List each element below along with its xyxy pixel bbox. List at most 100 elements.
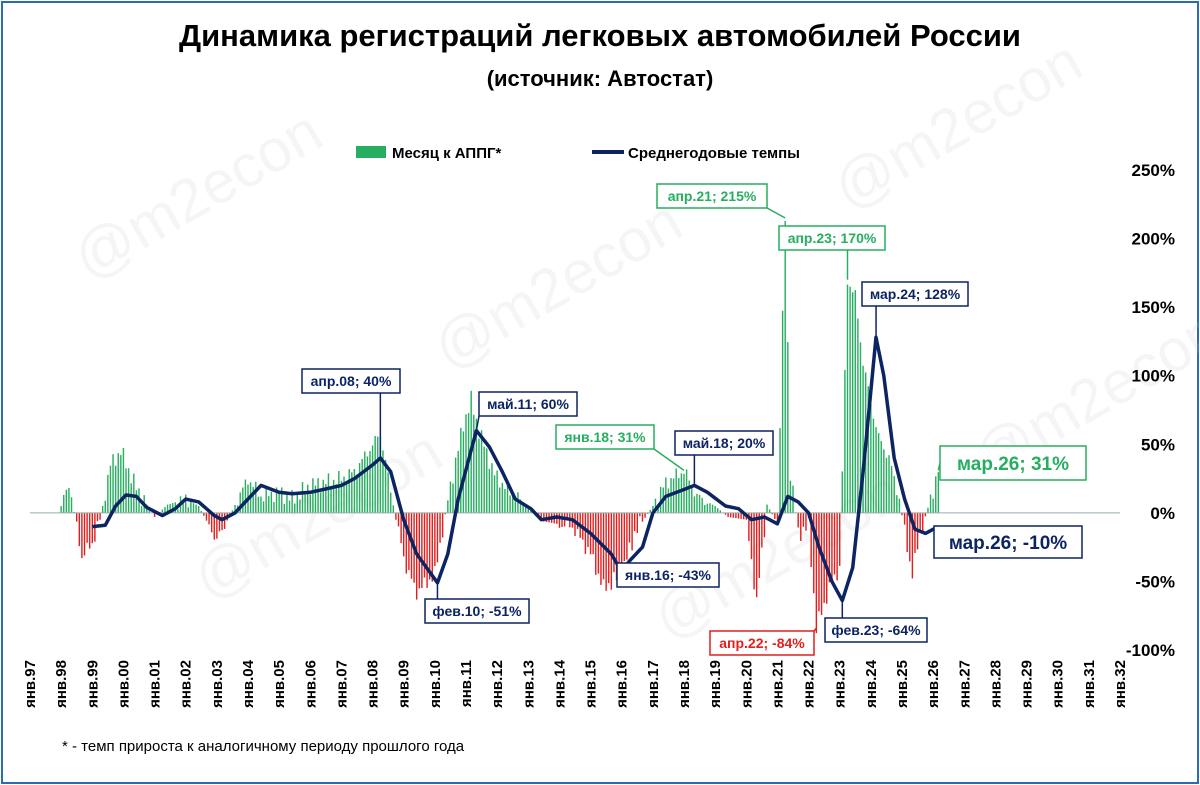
x-tick-label: янв.07	[333, 660, 350, 708]
bar	[483, 446, 485, 513]
bar	[112, 454, 114, 513]
bar	[99, 512, 101, 520]
bar	[431, 512, 433, 582]
bar	[242, 487, 244, 513]
bar	[841, 471, 844, 513]
y-tick-label: 200%	[1132, 230, 1175, 249]
bar	[125, 468, 127, 513]
bar	[849, 286, 851, 513]
bar	[400, 512, 402, 544]
bar	[613, 512, 615, 573]
annotations: апр.21; 215% апр.23; 170% янв.18; 31% мар.2…	[301, 183, 1087, 656]
bar	[818, 512, 820, 612]
bar	[319, 492, 322, 513]
bar	[735, 512, 737, 519]
bar	[120, 455, 122, 513]
bar	[488, 468, 491, 513]
bar	[317, 478, 319, 513]
bar	[452, 483, 454, 513]
bar	[410, 512, 413, 579]
x-tick-label: янв.00	[115, 660, 132, 708]
bar	[278, 493, 280, 513]
bar	[919, 512, 921, 533]
bar	[839, 512, 841, 566]
bar	[390, 492, 392, 513]
bar	[906, 512, 908, 553]
bar	[335, 484, 337, 513]
bar	[781, 310, 784, 513]
bar	[197, 506, 200, 513]
bar	[457, 450, 459, 513]
bar	[327, 473, 330, 513]
bar	[177, 509, 179, 513]
bar	[281, 487, 283, 513]
annotation-label: апр.21; 215%	[668, 188, 757, 204]
bar	[423, 512, 426, 578]
bar	[70, 497, 73, 513]
bar	[364, 451, 366, 513]
bar	[78, 512, 81, 547]
x-tick-label: янв.25	[894, 660, 911, 708]
bar	[717, 508, 719, 513]
x-tick-label: янв.20	[738, 660, 755, 708]
annotation-box	[478, 391, 578, 417]
bar-series	[60, 221, 940, 634]
annotation-box	[861, 281, 969, 307]
bar	[641, 512, 644, 522]
line-series	[92, 335, 940, 603]
bar	[418, 512, 420, 589]
bar	[348, 469, 350, 513]
annotation-box	[824, 617, 928, 643]
x-tick-label: янв.32	[1112, 660, 1129, 708]
x-tick-label: янв.12	[489, 660, 506, 708]
annotation-leader	[475, 415, 480, 431]
legend-bar-label: Месяц к АППГ*	[392, 145, 501, 162]
bar	[91, 512, 93, 544]
bar	[914, 512, 916, 553]
bar	[755, 512, 758, 598]
x-tick-label: янв.17	[645, 660, 662, 708]
bar	[444, 512, 446, 515]
bar	[761, 512, 763, 548]
bar	[805, 512, 807, 531]
annotation-label: мар.26; 31%	[957, 454, 1069, 475]
bar	[766, 504, 768, 513]
bar	[740, 512, 742, 519]
bar	[639, 512, 641, 517]
x-tick-label: янв.31	[1081, 660, 1098, 708]
bar	[377, 436, 379, 513]
bar	[338, 470, 340, 513]
bar	[727, 512, 729, 517]
bar	[732, 512, 735, 518]
bar	[491, 463, 493, 513]
bar	[922, 512, 924, 533]
bar	[896, 495, 898, 513]
bar	[701, 497, 703, 513]
x-tick-label: янв.02	[178, 660, 195, 708]
bar	[268, 496, 270, 513]
bar	[509, 495, 511, 513]
x-tick-label: янв.19	[707, 660, 724, 708]
bar	[771, 512, 773, 515]
bar	[395, 512, 397, 520]
bar	[576, 512, 579, 529]
bar	[633, 512, 636, 532]
x-tick-label: янв.13	[520, 660, 537, 708]
bar	[857, 318, 859, 513]
annotation-label: янв.18; 31%	[564, 429, 646, 445]
x-tick-label: янв.08	[365, 660, 382, 708]
bar	[493, 475, 496, 513]
bar	[506, 481, 509, 513]
legend: Месяц к АППГ* Среднегодовые темпы	[356, 145, 800, 162]
bar	[898, 498, 901, 513]
bar	[797, 512, 799, 528]
bar	[543, 512, 545, 522]
bar	[867, 386, 869, 513]
bar	[356, 474, 358, 513]
bar	[223, 512, 226, 529]
bar	[81, 512, 83, 559]
bar	[306, 484, 309, 513]
bar	[343, 476, 345, 513]
x-tick-label: янв.99	[84, 660, 101, 708]
